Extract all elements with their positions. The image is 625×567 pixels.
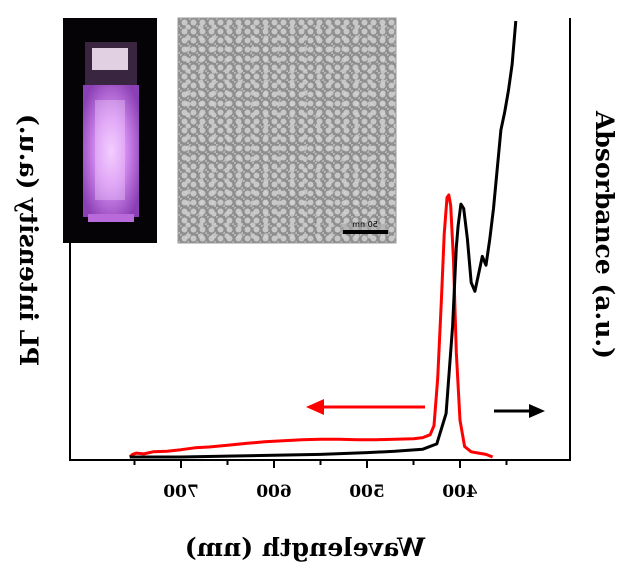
right-y-axis-title: Absorbance (a.u.) — [590, 110, 619, 359]
x-tick-label: 500 — [349, 482, 385, 502]
x-tick-label: 700 — [163, 482, 199, 502]
pl-emission-curve — [128, 193, 494, 459]
x-axis-title: Wavelength (nm) — [185, 533, 426, 562]
cuvette-photo-inset — [63, 18, 157, 243]
left-y-axis-title: PL intensity (a.u.) — [14, 114, 43, 366]
tem-image-inset: 50 nm — [177, 17, 397, 244]
scale-bar-label: 50 nm — [352, 220, 378, 229]
absorbance-curve — [129, 20, 518, 459]
x-tick-label: 400 — [442, 482, 478, 502]
pl-axis-arrow — [306, 399, 425, 415]
x-tick-labels: 700 600 500 400 — [163, 482, 478, 502]
absorbance-axis-arrow — [494, 404, 545, 418]
x-tick-label: 600 — [256, 482, 292, 502]
x-axis-ticks — [133, 460, 508, 468]
